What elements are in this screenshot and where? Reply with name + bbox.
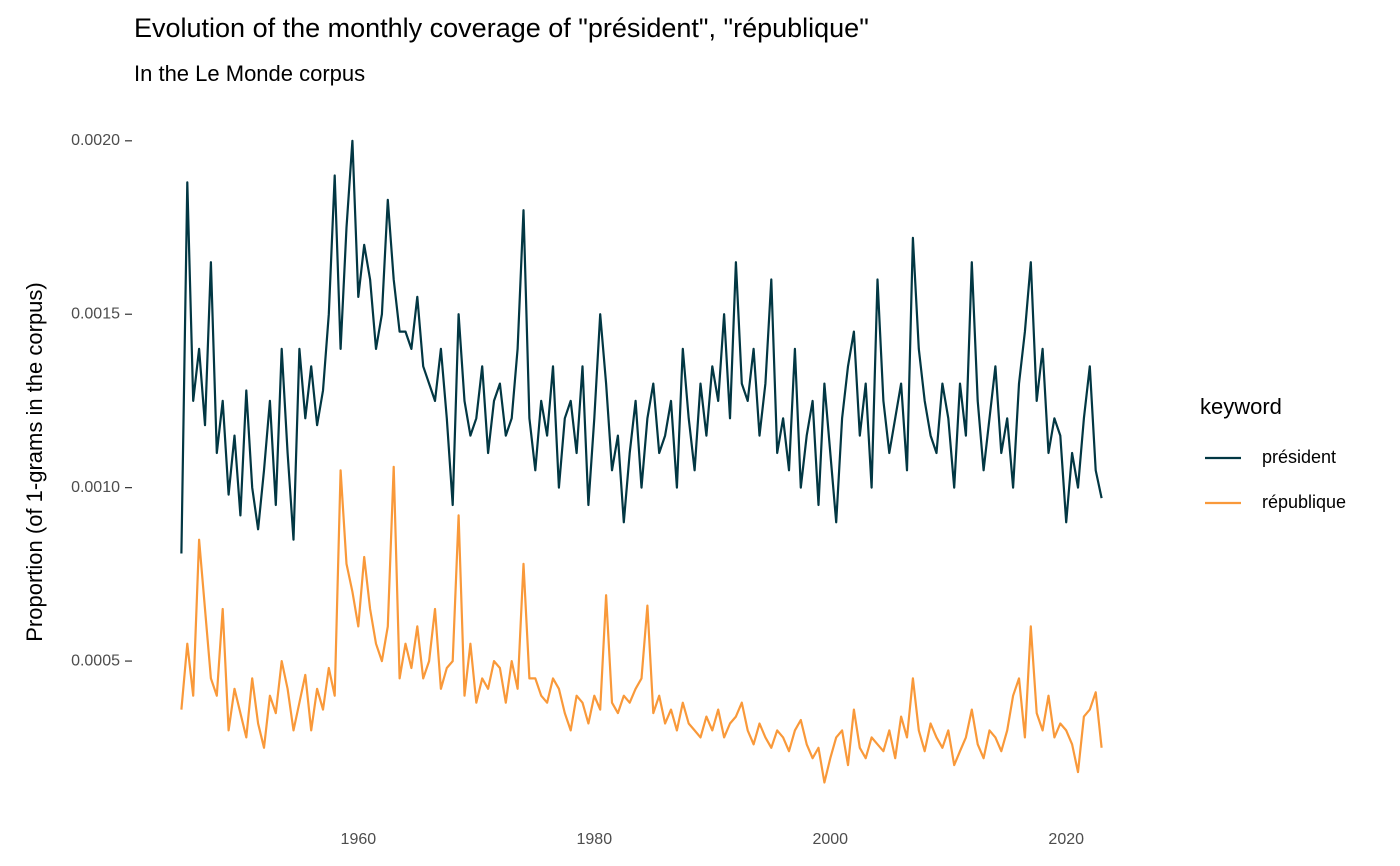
legend-label: république xyxy=(1262,492,1346,512)
x-tick-label: 2000 xyxy=(812,831,848,848)
x-tick-label: 2020 xyxy=(1048,831,1084,848)
x-tick-label: 1980 xyxy=(577,831,613,848)
y-axis-label: Proportion (of 1-grams in the corpus) xyxy=(22,282,47,642)
y-tick-label: 0.0010 xyxy=(71,479,120,496)
chart-title: Evolution of the monthly coverage of "pr… xyxy=(134,13,869,43)
series-line xyxy=(180,139,1103,554)
x-tick-label: 1960 xyxy=(341,831,377,848)
legend-label: président xyxy=(1262,447,1336,467)
series-line xyxy=(180,465,1103,784)
chart-subtitle: In the Le Monde corpus xyxy=(134,61,365,86)
y-tick-label: 0.0020 xyxy=(71,132,120,149)
y-tick-label: 0.0015 xyxy=(71,305,120,322)
legend-title: keyword xyxy=(1200,394,1282,419)
y-tick-label: 0.0005 xyxy=(71,652,120,669)
